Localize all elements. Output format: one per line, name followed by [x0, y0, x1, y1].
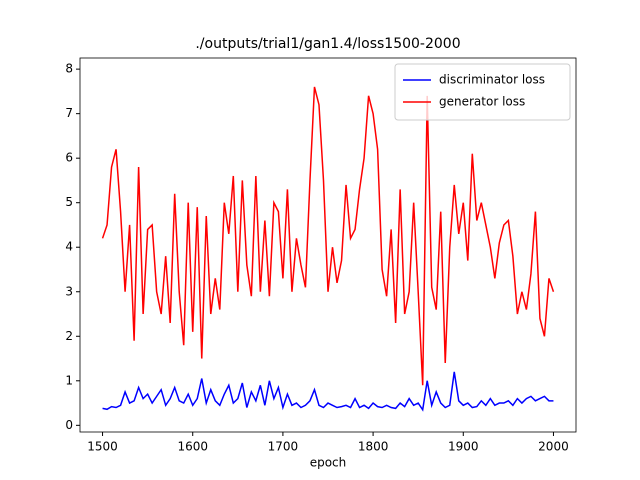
y-tick-label: 5 — [65, 195, 73, 209]
y-tick-label: 4 — [65, 240, 73, 254]
x-tick-label: 1600 — [177, 440, 208, 454]
series-line — [102, 371, 554, 412]
legend-box — [394, 63, 571, 121]
y-tick-label: 8 — [65, 62, 73, 76]
x-axis-label: epoch — [310, 456, 347, 470]
series-line — [101, 86, 555, 386]
x-tick-label: 1900 — [448, 440, 479, 454]
x-tick-label: 1800 — [358, 440, 389, 454]
chart-title: ./outputs/trial1/gan1.4/loss1500-2000 — [195, 36, 460, 52]
legend-label: generator loss — [439, 95, 525, 109]
y-tick-label: 2 — [65, 329, 73, 343]
y-tick-label: 6 — [65, 151, 73, 165]
x-tick-label: 2000 — [538, 440, 569, 454]
y-tick-label: 0 — [65, 418, 73, 432]
legend: discriminator loss generator loss — [394, 63, 571, 121]
plot-frame — [79, 57, 577, 433]
y-tick-label: 3 — [65, 284, 73, 298]
legend-label: discriminator loss — [439, 73, 545, 87]
x-tick-label: 1700 — [268, 440, 299, 454]
y-tick-label: 1 — [65, 373, 73, 387]
x-tick-label: 1500 — [87, 440, 118, 454]
y-tick-label: 7 — [65, 106, 73, 120]
